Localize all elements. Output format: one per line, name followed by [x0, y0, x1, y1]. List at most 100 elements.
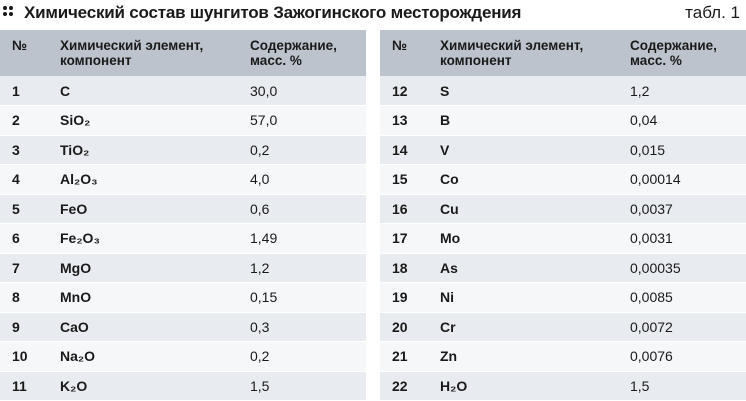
row-number: 4 — [0, 164, 54, 195]
column-header-num: № — [380, 30, 434, 76]
table-reference: табл. 1 — [685, 3, 740, 22]
table-header-row: № Химический элемент, компонент Содержан… — [380, 30, 746, 76]
row-element: Na₂O — [54, 341, 244, 372]
table-row: 1 C 30,0 — [0, 76, 366, 106]
row-number: 9 — [0, 312, 54, 342]
table-row: 20 Cr 0,0072 — [380, 312, 746, 342]
row-content: 57,0 — [244, 105, 366, 136]
row-element: Ni — [434, 282, 624, 313]
row-number: 15 — [380, 164, 434, 195]
row-number: 22 — [380, 371, 434, 401]
composition-table-left: № Химический элемент, компонент Содержан… — [0, 30, 366, 401]
row-number: 16 — [380, 194, 434, 224]
row-number: 8 — [0, 282, 54, 313]
table-row: 10 Na₂O 0,2 — [0, 341, 366, 372]
table-row: 2 SiO₂ 57,0 — [0, 105, 366, 136]
table-header: Химический состав шунгитов Зажогинского … — [0, 0, 746, 26]
row-element: S — [434, 76, 624, 106]
row-element: Mo — [434, 223, 624, 254]
row-number: 20 — [380, 312, 434, 342]
row-content: 0,00014 — [624, 164, 746, 195]
row-content: 0,2 — [244, 341, 366, 372]
row-element: TiO₂ — [54, 135, 244, 165]
row-element: Fe₂O₃ — [54, 223, 244, 254]
table-row: 18 As 0,00035 — [380, 253, 746, 283]
row-element: Cr — [434, 312, 624, 342]
row-element: Zn — [434, 341, 624, 372]
row-content: 0,0037 — [624, 194, 746, 224]
row-content: 0,2 — [244, 135, 366, 165]
row-element: MgO — [54, 253, 244, 283]
table-row: 8 MnO 0,15 — [0, 282, 366, 313]
row-number: 14 — [380, 135, 434, 165]
table-row: 3 TiO₂ 0,2 — [0, 135, 366, 165]
row-element: SiO₂ — [54, 105, 244, 136]
column-header-element: Химический элемент, компонент — [54, 30, 244, 76]
composition-table-right: № Химический элемент, компонент Содержан… — [380, 30, 746, 401]
column-header-num: № — [0, 30, 54, 76]
row-element: B — [434, 105, 624, 136]
table-row: 12 S 1,2 — [380, 76, 746, 106]
table-row: 5 FeO 0,6 — [0, 194, 366, 224]
row-number: 3 — [0, 135, 54, 165]
column-header-element: Химический элемент, компонент — [434, 30, 624, 76]
row-content: 1,5 — [244, 371, 366, 401]
row-number: 11 — [0, 371, 54, 401]
row-content: 0,0072 — [624, 312, 746, 342]
row-content: 0,015 — [624, 135, 746, 165]
table-row: 17 Mo 0,0031 — [380, 223, 746, 254]
table-row: 13 B 0,04 — [380, 105, 746, 136]
table-row: 16 Cu 0,0037 — [380, 194, 746, 224]
bullet-dots-icon — [3, 6, 15, 18]
table-row: 19 Ni 0,0085 — [380, 282, 746, 313]
row-content: 0,00035 — [624, 253, 746, 283]
row-number: 13 — [380, 105, 434, 136]
table-row: 7 MgO 1,2 — [0, 253, 366, 283]
row-element: Cu — [434, 194, 624, 224]
row-content: 0,04 — [624, 105, 746, 136]
row-content: 1,49 — [244, 223, 366, 254]
table-row: 22 H₂O 1,5 — [380, 371, 746, 401]
row-element: Co — [434, 164, 624, 195]
row-content: 4,0 — [244, 164, 366, 195]
row-element: CaO — [54, 312, 244, 342]
row-element: Al₂O₃ — [54, 164, 244, 195]
row-content: 0,15 — [244, 282, 366, 313]
row-element: H₂O — [434, 371, 624, 401]
column-header-content: Содержание, масс. % — [244, 30, 366, 76]
row-element: C — [54, 76, 244, 106]
row-content: 30,0 — [244, 76, 366, 106]
row-content: 0,6 — [244, 194, 366, 224]
row-element: FeO — [54, 194, 244, 224]
row-content: 0,0031 — [624, 223, 746, 254]
column-header-content: Содержание, масс. % — [624, 30, 746, 76]
row-number: 17 — [380, 223, 434, 254]
row-content: 0,0085 — [624, 282, 746, 313]
row-content: 1,2 — [624, 76, 746, 106]
row-number: 5 — [0, 194, 54, 224]
table-row: 6 Fe₂O₃ 1,49 — [0, 223, 366, 254]
row-element: K₂O — [54, 371, 244, 401]
row-number: 21 — [380, 341, 434, 372]
row-element: MnO — [54, 282, 244, 313]
row-number: 1 — [0, 76, 54, 106]
row-number: 10 — [0, 341, 54, 372]
row-content: 0,3 — [244, 312, 366, 342]
row-number: 12 — [380, 76, 434, 106]
row-number: 7 — [0, 253, 54, 283]
row-number: 19 — [380, 282, 434, 313]
table-title: Химический состав шунгитов Зажогинского … — [24, 3, 522, 22]
row-content: 1,5 — [624, 371, 746, 401]
table-row: 14 V 0,015 — [380, 135, 746, 165]
table-row: 9 CaO 0,3 — [0, 312, 366, 342]
row-element: V — [434, 135, 624, 165]
row-number: 2 — [0, 105, 54, 136]
row-number: 18 — [380, 253, 434, 283]
row-element: As — [434, 253, 624, 283]
row-number: 6 — [0, 223, 54, 254]
row-content: 1,2 — [244, 253, 366, 283]
table-row: 4 Al₂O₃ 4,0 — [0, 164, 366, 195]
table-row: 21 Zn 0,0076 — [380, 341, 746, 372]
table-row: 11 K₂O 1,5 — [0, 371, 366, 401]
table-header-row: № Химический элемент, компонент Содержан… — [0, 30, 366, 76]
